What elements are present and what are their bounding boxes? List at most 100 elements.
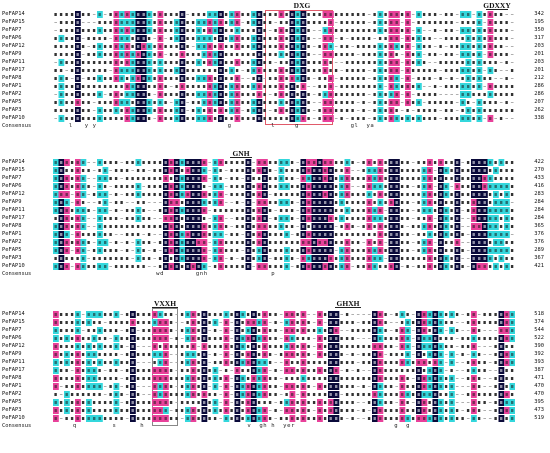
sequence-name: PeFAP10 xyxy=(2,115,25,121)
sequence-row: PeFAP14 422 xyxy=(0,158,550,166)
sequence-position: 338 xyxy=(534,115,544,121)
sequence-name: PeFAP7 xyxy=(2,327,22,333)
sequence-row: PeFAP6 416 xyxy=(0,182,550,190)
sequence-residues xyxy=(53,90,515,98)
sequence-name: PeFAP10 xyxy=(2,263,25,269)
sequence-name: PeFAP17 xyxy=(2,67,25,73)
sequence-position: 283 xyxy=(534,191,544,197)
sequence-residues xyxy=(53,26,515,34)
sequence-row: PeFAP12 203 xyxy=(0,42,550,50)
sequence-name: PeFAP2 xyxy=(2,239,22,245)
sequence-residues xyxy=(53,398,515,406)
sequence-residues xyxy=(53,374,515,382)
sequence-position: 284 xyxy=(534,207,544,213)
sequence-row: PeFAP15 374 xyxy=(0,318,550,326)
sequence-position: 470 xyxy=(534,383,544,389)
sequence-residues xyxy=(53,34,515,42)
sequence-row: PeFAP12 390 xyxy=(0,342,550,350)
sequence-row: PeFAP7 350 xyxy=(0,26,550,34)
alignment-block-1: DXG GDXXY PeFAP14 342 PeFAP15 195 PeFAP7 350 P… xyxy=(0,1,550,145)
sequence-position: 342 xyxy=(534,11,544,17)
consensus-label: Consensus xyxy=(2,423,32,429)
sequence-row: PeFAP6 522 xyxy=(0,334,550,342)
sequence-position: 471 xyxy=(534,375,544,381)
sequence-name: PeFAP5 xyxy=(2,99,22,105)
alignment-block-3: VXXH GHXH PeFAP14 518 PeFAP15 374 PeFAP7 544 P… xyxy=(0,299,550,445)
sequence-row: PeFAP8 212 xyxy=(0,74,550,82)
sequence-name: PeFAP14 xyxy=(2,159,25,165)
sequence-row: PeFAP9 201 xyxy=(0,50,550,58)
sequence-position: 270 xyxy=(534,167,544,173)
sequence-name: PeFAP9 xyxy=(2,199,22,205)
sequence-residues xyxy=(53,262,515,270)
sequence-row: PeFAP17 284 xyxy=(0,214,550,222)
sequence-name: PeFAP8 xyxy=(2,223,22,229)
sequence-name: PeFAP17 xyxy=(2,215,25,221)
sequence-residues xyxy=(53,182,515,190)
consensus-sequence: wd gnh p xyxy=(53,271,407,277)
consensus-row: Consensus l y y g l g gl ya xyxy=(0,122,550,130)
sequence-name: PeFAP9 xyxy=(2,51,22,57)
consensus-sequence: l y y g l g gl ya xyxy=(53,123,375,129)
motif-dxg-label: DXG xyxy=(293,1,311,10)
sequence-row: PeFAP11 284 xyxy=(0,206,550,214)
sequence-position: 392 xyxy=(534,351,544,357)
sequence-position: 201 xyxy=(534,67,544,73)
sequence-row: PeFAP15 270 xyxy=(0,166,550,174)
sequence-name: PeFAP2 xyxy=(2,391,22,397)
sequence-position: 195 xyxy=(534,19,544,25)
sequence-row: PeFAP9 284 xyxy=(0,198,550,206)
consensus-row: Consensus q s h v gh h yer g g xyxy=(0,422,550,430)
sequence-row: PeFAP6 317 xyxy=(0,34,550,42)
sequence-position: 207 xyxy=(534,99,544,105)
motif-gdxxy-label: GDXXY xyxy=(483,1,511,10)
sequence-row: PeFAP7 544 xyxy=(0,326,550,334)
sequence-residues xyxy=(53,222,515,230)
sequence-row: PeFAP14 342 xyxy=(0,10,550,18)
sequence-row: PeFAP11 393 xyxy=(0,358,550,366)
sequence-residues xyxy=(53,366,515,374)
sequence-name: PeFAP12 xyxy=(2,343,25,349)
sequence-residues xyxy=(53,82,515,90)
sequence-position: 519 xyxy=(534,415,544,421)
sequence-row: PeFAP10 338 xyxy=(0,114,550,122)
sequence-residues xyxy=(53,158,515,166)
sequence-position: 367 xyxy=(534,255,544,261)
sequence-residues xyxy=(53,382,515,390)
sequence-name: PeFAP3 xyxy=(2,407,22,413)
sequence-position: 376 xyxy=(534,239,544,245)
sequence-name: PeFAP12 xyxy=(2,43,25,49)
sequence-residues xyxy=(53,18,515,26)
sequence-name: PeFAP11 xyxy=(2,59,25,65)
sequence-row: PeFAP2 376 xyxy=(0,238,550,246)
sequence-position: 203 xyxy=(534,59,544,65)
sequence-row: PeFAP10 421 xyxy=(0,262,550,270)
sequence-row: PeFAP10 519 xyxy=(0,414,550,422)
sequence-row: PeFAP3 367 xyxy=(0,254,550,262)
sequence-position: 544 xyxy=(534,327,544,333)
sequence-name: PeFAP2 xyxy=(2,91,22,97)
sequence-row: PeFAP2 286 xyxy=(0,90,550,98)
sequence-residues xyxy=(53,326,515,334)
sequence-name: PeFAP7 xyxy=(2,27,22,33)
sequence-position: 262 xyxy=(534,107,544,113)
sequence-residues xyxy=(53,318,515,326)
sequence-residues xyxy=(53,166,515,174)
sequence-residues xyxy=(53,174,515,182)
sequence-position: 518 xyxy=(534,311,544,317)
sequence-residues xyxy=(53,66,515,74)
sequence-position: 284 xyxy=(534,199,544,205)
sequence-residues xyxy=(53,254,515,262)
sequence-name: PeFAP9 xyxy=(2,351,22,357)
sequence-position: 422 xyxy=(534,159,544,165)
sequence-position: 522 xyxy=(534,335,544,341)
sequence-row: PeFAP5 289 xyxy=(0,246,550,254)
sequence-residues xyxy=(53,114,515,122)
sequence-residues xyxy=(53,406,515,414)
sequence-name: PeFAP6 xyxy=(2,183,22,189)
sequence-position: 393 xyxy=(534,359,544,365)
motif-vxxh-label: VXXH xyxy=(153,299,177,308)
sequence-name: PeFAP11 xyxy=(2,207,25,213)
sequence-residues xyxy=(53,334,515,342)
sequence-row: PeFAP5 207 xyxy=(0,98,550,106)
